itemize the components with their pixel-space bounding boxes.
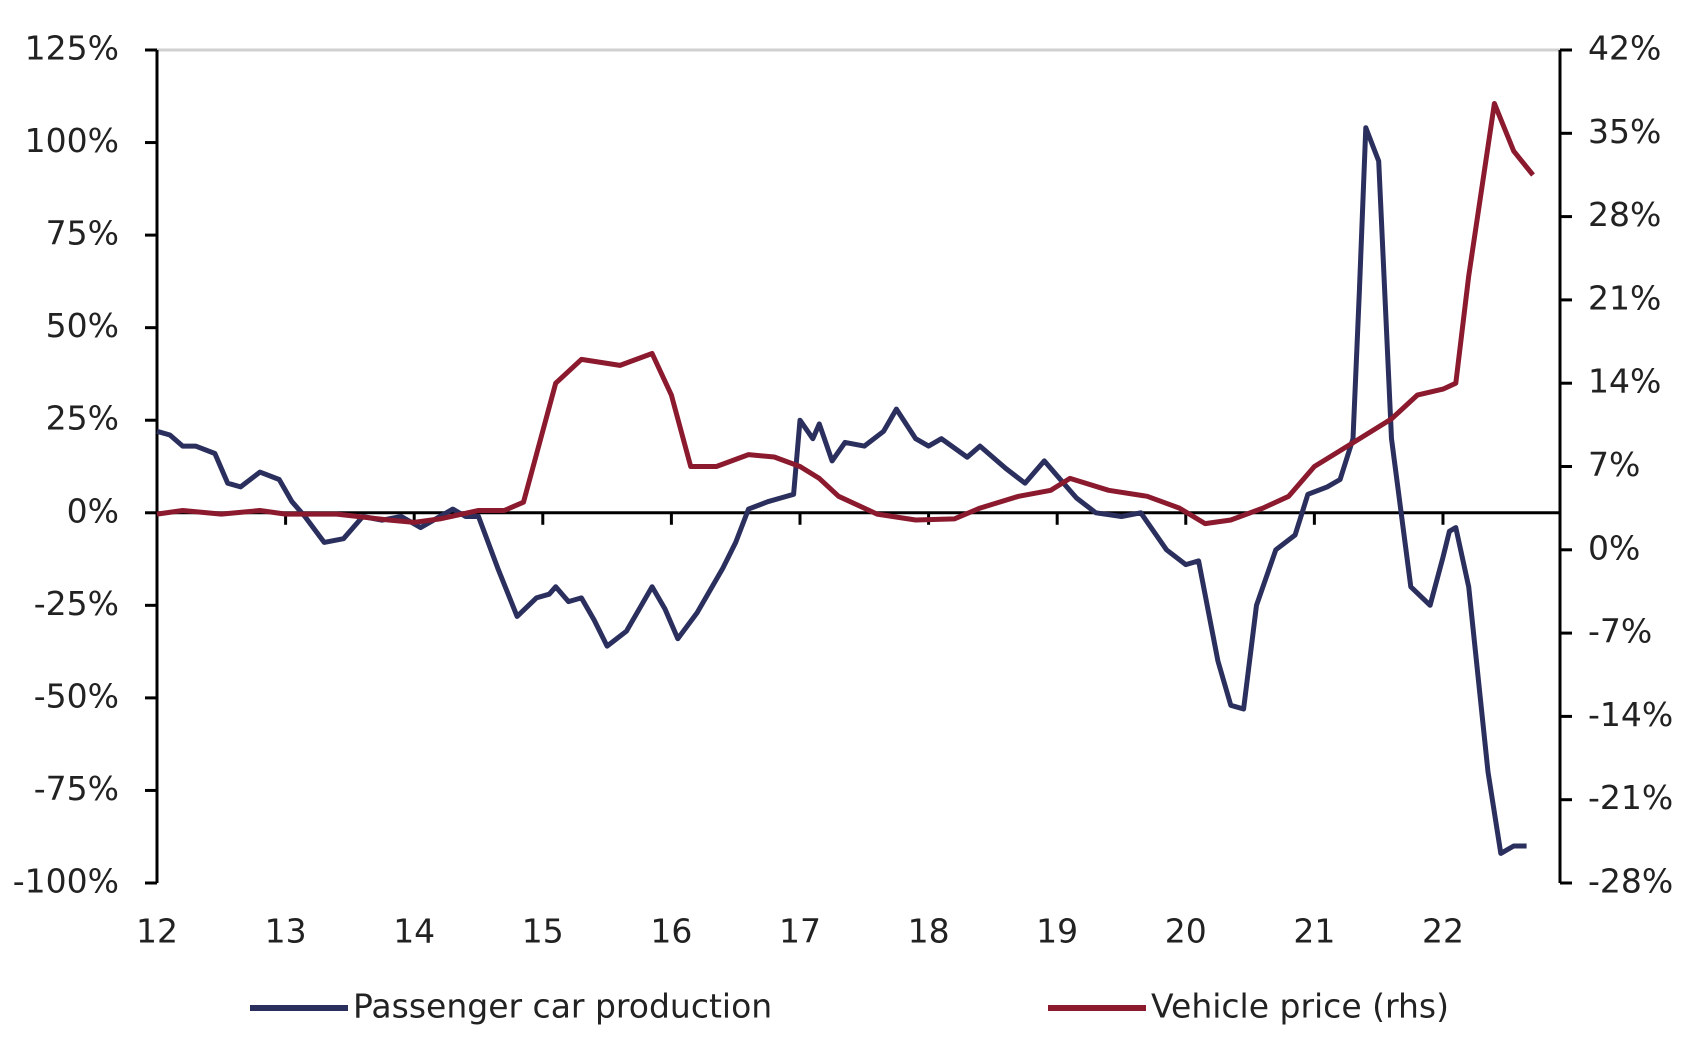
x-tick-label: 20 <box>1165 912 1207 951</box>
x-tick-label: 19 <box>1036 912 1078 951</box>
x-tick-label: 14 <box>393 912 435 951</box>
y2-tick-label: -7% <box>1588 612 1652 651</box>
y2-tick-label: 0% <box>1588 528 1640 567</box>
x-tick-label: 12 <box>136 912 178 951</box>
x-tick-label: 13 <box>265 912 307 951</box>
y2-tick-label: 14% <box>1588 362 1661 401</box>
x-tick-label: 16 <box>650 912 692 951</box>
y-tick-label: -50% <box>34 676 119 715</box>
y-tick-label: 75% <box>46 214 119 253</box>
x-tick-label: 17 <box>779 912 821 951</box>
y-tick-label: 125% <box>25 29 119 68</box>
legend-label: Passenger car production <box>353 987 772 1026</box>
y-tick-label: 25% <box>46 399 119 438</box>
x-tick-label: 18 <box>908 912 950 951</box>
y-tick-label: 50% <box>46 306 119 345</box>
y2-tick-label: -28% <box>1588 862 1673 901</box>
y2-tick-label: 28% <box>1588 195 1661 234</box>
series-line <box>156 101 1535 527</box>
y-tick-label: 100% <box>25 121 119 160</box>
y2-tick-label: -14% <box>1588 695 1673 734</box>
y2-tick-label: 42% <box>1588 29 1661 68</box>
y-tick-label: -75% <box>34 769 119 808</box>
legend-label: Vehicle price (rhs) <box>1151 987 1449 1026</box>
y-tick-label: -100% <box>13 862 119 901</box>
y-tick-label: -25% <box>34 584 119 623</box>
x-tick-label: 21 <box>1293 912 1335 951</box>
y2-tick-label: 35% <box>1588 112 1661 151</box>
y2-tick-label: -21% <box>1588 778 1673 817</box>
y2-tick-label: 21% <box>1588 278 1661 317</box>
x-tick-label: 22 <box>1422 912 1464 951</box>
y2-tick-label: 7% <box>1588 445 1640 484</box>
series-line <box>156 125 1527 856</box>
y-tick-label: 0% <box>67 491 119 530</box>
x-tick-label: 15 <box>522 912 564 951</box>
